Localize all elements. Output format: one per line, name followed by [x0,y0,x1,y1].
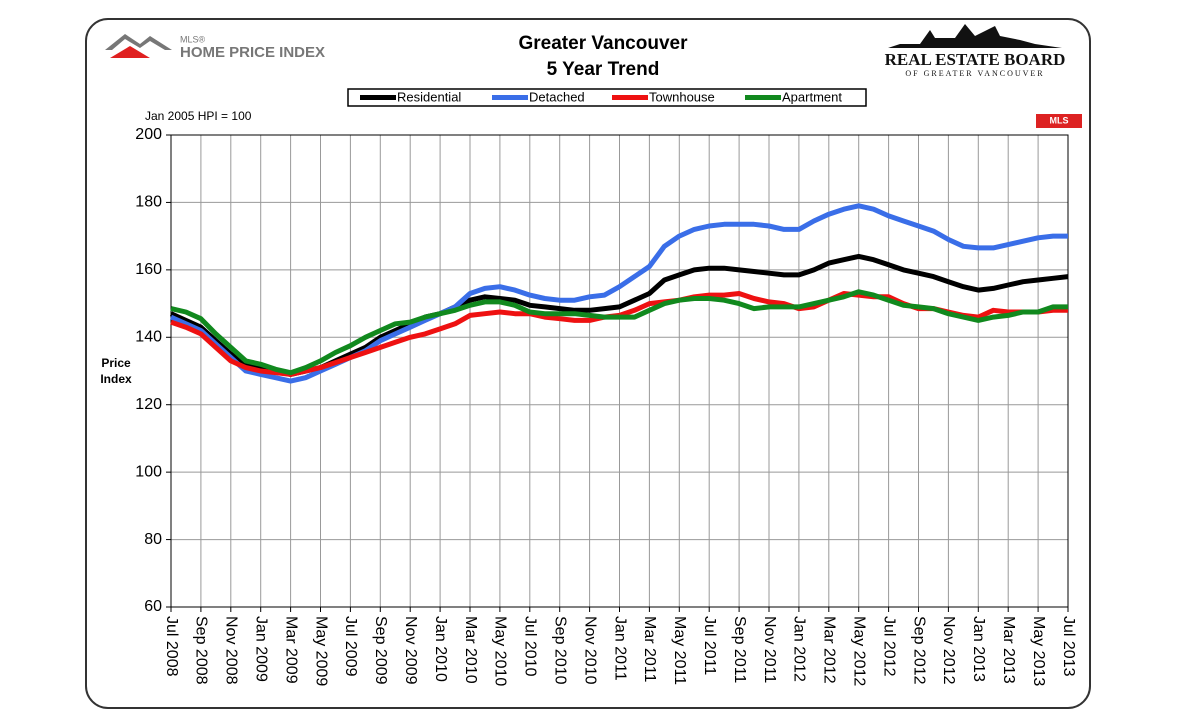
x-tick-label: Jan 2011 [611,616,628,681]
x-tick-label: May 2011 [671,616,688,685]
x-tick-label: Jul 2010 [522,616,539,677]
y-tick-label: 160 [135,261,162,278]
legend-label: Townhouse [649,89,715,104]
x-tick-label: Jul 2013 [1060,616,1077,677]
board-logo: REAL ESTATE BOARD OF GREATER VANCOUVER [885,24,1066,78]
x-tick-label: Nov 2011 [761,616,778,683]
frame [85,18,1091,709]
legend-label: Residential [397,89,461,104]
hpi-logo: MLS® HOME PRICE INDEX [105,34,325,61]
note: Jan 2005 HPI = 100 [145,109,252,123]
y-tick-label: 140 [135,329,162,346]
plot-border [170,134,1069,608]
mls-badge [1036,114,1082,128]
x-tick-label: Mar 2010 [462,616,479,684]
x-tick-label: Nov 2008 [223,616,240,685]
x-tick-label: Jul 2012 [880,616,897,677]
x-tick-label: Jan 2009 [252,616,269,682]
x-tick-label: Mar 2011 [641,616,658,683]
y-axis-label: Index [100,372,132,386]
logo-text: REAL ESTATE BOARD [885,50,1066,69]
series-line [169,203,1068,384]
y-tick-label: 200 [135,126,162,143]
logo-text: MLS® [180,34,206,44]
y-axis-label: Price [101,356,131,370]
mls-logo: MLS [1036,114,1082,128]
y-tick-label: 80 [144,531,162,548]
x-tick-label: Jan 2012 [791,616,808,682]
x-tick-label: May 2010 [492,616,509,686]
x-tick-label: Nov 2009 [402,616,419,685]
series-line [170,289,1068,376]
x-tick-label: Sep 2010 [551,616,568,685]
x-tick-label: May 2013 [1030,616,1047,686]
x-tick-label: Nov 2010 [581,616,598,685]
x-tick-label: Jul 2008 [163,616,180,677]
x-tick-label: Sep 2012 [910,616,927,685]
x-tick-label: Mar 2009 [282,616,299,684]
logo-text: OF GREATER VANCOUVER [905,69,1044,78]
x-tick-label: Mar 2012 [821,616,838,684]
legend-label: Apartment [782,89,842,104]
x-tick-label: Mar 2013 [1000,616,1017,684]
x-tick-label: Sep 2008 [193,616,210,685]
x-tick-label: Jan 2010 [432,616,449,682]
x-tick-label: Jul 2009 [342,616,359,677]
y-tick-label: 180 [135,194,162,211]
x-tick-label: Nov 2012 [940,616,957,685]
x-tick-label: Jul 2011 [701,616,718,675]
logo-text: HOME PRICE INDEX [180,44,325,61]
y-tick-label: 120 [135,396,162,413]
chart-title: Greater Vancouver [519,33,689,54]
legend-label: Detached [529,89,585,104]
x-tick-label: Jan 2013 [970,616,987,682]
logo-house [110,46,150,58]
y-tick-label: 100 [135,463,162,480]
x-tick-label: May 2012 [850,616,867,686]
chart-subtitle: 5 Year Trend [547,59,660,80]
logo-roof [105,34,172,50]
y-tick-label: 60 [144,598,162,615]
logo-text: MLS [1050,115,1069,125]
x-tick-label: May 2009 [312,616,329,686]
x-tick-label: Sep 2011 [731,616,748,683]
logo-skyline [888,24,1062,48]
legend-box [347,88,867,107]
x-tick-label: Sep 2009 [372,616,389,685]
